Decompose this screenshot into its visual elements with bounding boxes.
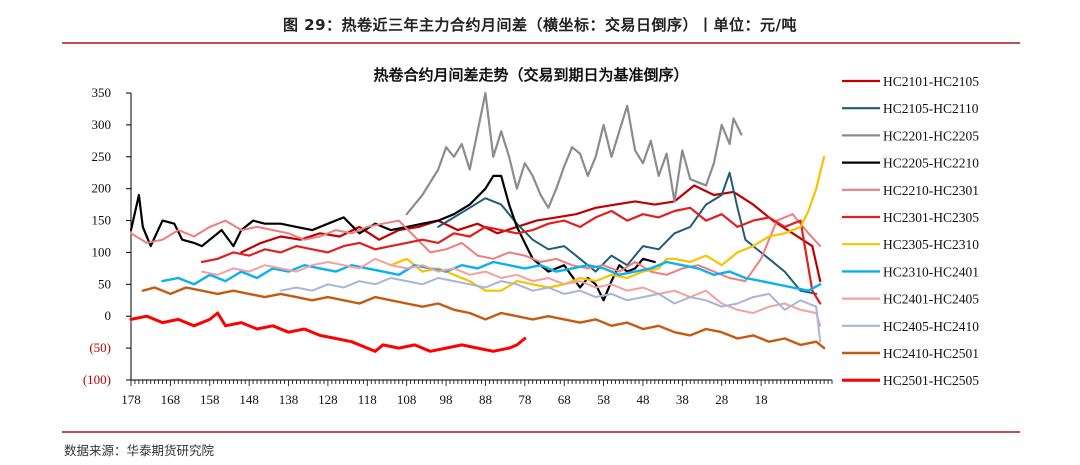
series-line-hc2105-hc2110 <box>437 171 818 295</box>
y-tick-label: 300 <box>92 117 112 132</box>
series-line-hc2305-hc2310 <box>389 155 826 292</box>
legend-label: HC2205-HC2210 <box>883 156 979 171</box>
legend-label: HC2210-HC2301 <box>883 183 979 198</box>
line-chart: 热卷合约月间差走势（交易到期日为基准倒序） 350 300 250 200 150 100… <box>83 66 979 407</box>
x-tick-label: 78 <box>518 392 531 407</box>
figure-caption: 图 29：热卷近三年主力合约月间差（横坐标：交易日倒序）丨单位：元/吨 <box>282 16 798 34</box>
x-tick-label: 138 <box>279 392 299 407</box>
x-tick-label: 88 <box>479 392 492 407</box>
x-tick-label: 18 <box>755 392 768 407</box>
y-tick-label: 100 <box>92 244 112 259</box>
series-line-hc2410-hc2501 <box>141 286 826 350</box>
legend-label: HC2301-HC2305 <box>883 210 979 225</box>
legend-label: HC2105-HC2110 <box>883 101 979 116</box>
y-tick-label: 50 <box>98 276 111 291</box>
legend-label: HC2101-HC2105 <box>883 74 979 89</box>
x-tick-label: 178 <box>121 392 141 407</box>
chart-axes: 350 300 250 200 150 100 50 0 (50) (100) 178 168 158 1… <box>83 85 833 407</box>
x-tick-label: 128 <box>318 392 338 407</box>
y-tick-label: 0 <box>105 308 112 323</box>
y-tick-label: 250 <box>92 149 112 164</box>
x-tick-label: 108 <box>397 392 417 407</box>
x-tick-label: 58 <box>597 392 610 407</box>
y-tick-label: 200 <box>92 181 112 196</box>
series-line-hc2405-hc2410 <box>279 277 822 343</box>
legend-label: HC2501-HC2505 <box>883 373 979 388</box>
legend-label: HC2310-HC2401 <box>883 264 979 279</box>
x-tick-label: 38 <box>676 392 689 407</box>
legend-label: HC2201-HC2205 <box>883 128 979 143</box>
legend-label: HC2405-HC2410 <box>883 319 979 334</box>
series-line-hc2201-hc2205 <box>405 91 743 216</box>
series-line-hc2310-hc2401 <box>161 260 822 292</box>
y-tick-label: (100) <box>83 372 111 387</box>
y-tick-label: 350 <box>92 85 112 100</box>
legend-label: HC2401-HC2405 <box>883 292 979 307</box>
x-tick-label: 28 <box>715 392 728 407</box>
data-source-note: 数据来源：华泰期货研究院 <box>64 443 215 458</box>
x-tick-label: 118 <box>358 392 377 407</box>
x-tick-label: 68 <box>558 392 571 407</box>
chart-title: 热卷合约月间差走势（交易到期日为基准倒序） <box>373 66 688 84</box>
x-tick-label: 48 <box>636 392 649 407</box>
series-line-hc2501-hc2505 <box>129 311 527 353</box>
top-rule <box>62 42 1020 44</box>
x-tick-label: 158 <box>200 392 220 407</box>
bottom-rule <box>62 431 1020 433</box>
x-tick-label: 98 <box>440 392 453 407</box>
x-tick-label: 168 <box>161 392 181 407</box>
series-line-hc2210-hc2301 <box>130 213 822 283</box>
x-tick-label: 148 <box>239 392 259 407</box>
series-line-hc2301-hc2305 <box>200 206 822 305</box>
legend-label: HC2410-HC2501 <box>883 346 979 361</box>
y-tick-label: 150 <box>92 213 112 228</box>
chart-legend: HC2101-HC2105 HC2105-HC2110 HC2201-HC2205 H… <box>842 74 979 388</box>
chart-series <box>129 91 826 353</box>
legend-label: HC2305-HC2310 <box>883 237 979 252</box>
y-tick-label: (50) <box>89 340 111 355</box>
